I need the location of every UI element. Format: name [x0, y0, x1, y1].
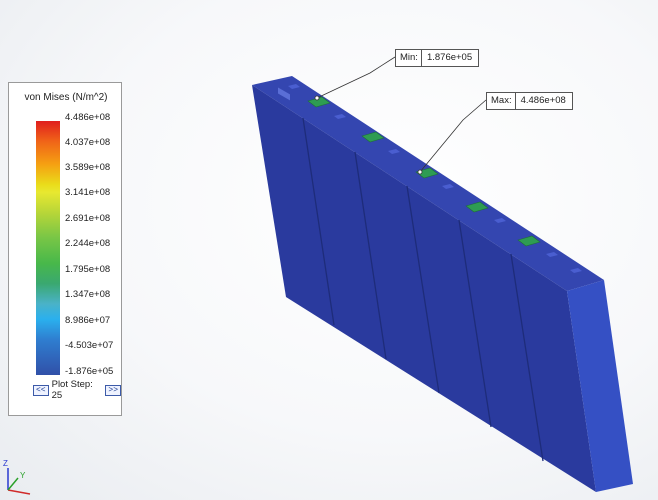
cell-seams [302, 117, 544, 462]
legend-tick: -1.876e+05 [65, 366, 114, 377]
legend-tick: -4.503e+07 [65, 340, 114, 351]
plot-step-label: Plot Step: 25 [51, 379, 93, 401]
legend-tick: 1.347e+08 [65, 289, 111, 300]
callout-leaders [316, 56, 487, 173]
legend-colorbar [36, 121, 60, 375]
terminal-tabs [278, 84, 582, 273]
min-callout[interactable]: Min: 1.876e+05 [395, 49, 480, 67]
stress-legend[interactable]: von Mises (N/m^2) 4.486e+08 4.037e+08 3.… [8, 82, 122, 416]
legend-tick: 1.795e+08 [65, 264, 111, 275]
model-front-face [252, 85, 596, 492]
model-top-face [252, 76, 604, 291]
previous-step-button[interactable]: << [33, 384, 49, 396]
plot-step-control: << Plot Step: 25 >> [33, 379, 121, 401]
legend-tick: 8.986e+07 [65, 315, 111, 326]
min-marker [314, 95, 320, 101]
max-marker [417, 169, 423, 175]
legend-tick: 4.037e+08 [65, 137, 111, 148]
triad-y-label: Y [20, 471, 26, 480]
triad-z-label: Z [3, 459, 8, 468]
legend-tick: 2.244e+08 [65, 238, 111, 249]
max-callout-label: Max: [487, 93, 516, 109]
next-step-button[interactable]: >> [105, 384, 121, 396]
legend-tick: 3.589e+08 [65, 162, 111, 173]
legend-tick: 3.141e+08 [65, 187, 111, 198]
min-callout-label: Min: [396, 50, 422, 66]
legend-tick: 2.691e+08 [65, 213, 111, 224]
legend-title: von Mises (N/m^2) [24, 92, 108, 103]
max-callout[interactable]: Max: 4.486e+08 [486, 92, 573, 110]
max-callout-value: 4.486e+08 [520, 95, 566, 106]
legend-tick: 4.486e+08 [65, 112, 111, 123]
model-side-face [567, 280, 633, 492]
axis-triad-icon: Z Y [3, 459, 31, 495]
min-callout-value: 1.876e+05 [426, 52, 473, 63]
